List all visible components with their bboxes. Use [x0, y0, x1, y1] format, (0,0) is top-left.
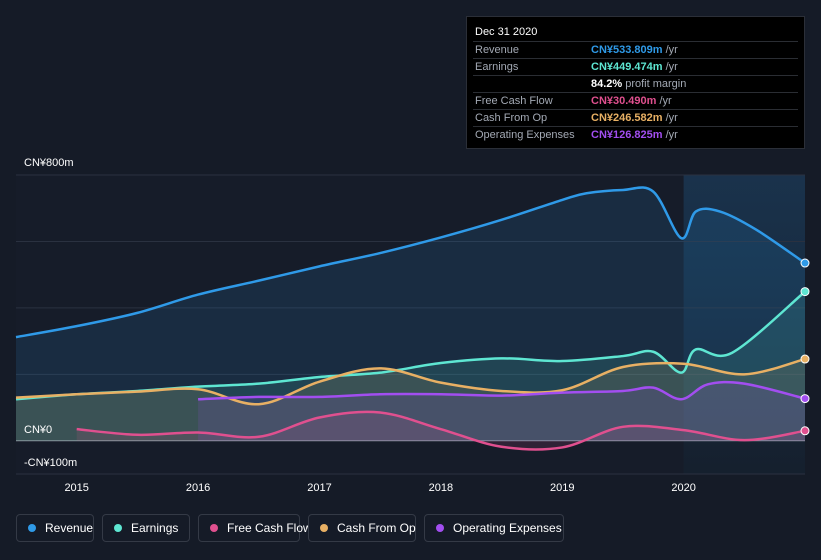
tooltip-row-unit: /yr: [665, 61, 678, 73]
x-tick-label: 2018: [429, 482, 453, 494]
free-cash-flow-line: [76, 410, 806, 451]
earnings-area: [16, 291, 805, 441]
operating-expenses-line: [198, 380, 806, 401]
legend-item-revenue[interactable]: Revenue: [16, 514, 94, 542]
legend-item-operating-expenses[interactable]: Operating Expenses: [424, 514, 564, 542]
tooltip-row-unit: /yr: [665, 44, 678, 56]
free-cash-flow-area: [76, 411, 805, 450]
tooltip-row-label: Cash From Op: [475, 112, 548, 124]
tooltip-row-label: Revenue: [475, 44, 520, 56]
legend-dot-icon: [210, 524, 218, 532]
tooltip-row-unit: /yr: [665, 112, 678, 124]
tooltip-row-operating-expenses: Operating Expenses CN¥126.825m/yr: [473, 126, 798, 142]
x-tick-label: 2017: [307, 482, 331, 494]
tooltip-row-unit: profit margin: [625, 78, 687, 90]
tooltip-row-value: CN¥533.809m/yr: [591, 44, 678, 56]
tooltip-row-unit: /yr: [659, 95, 672, 107]
x-tick-label: 2019: [550, 482, 574, 494]
y-axis-bottom-label: -CN¥100m: [24, 457, 77, 469]
cash-from-op-area: [16, 359, 805, 441]
tooltip-row-value: CN¥126.825m/yr: [591, 129, 678, 141]
tooltip-panel: Dec 31 2020 Revenue CN¥533.809m/yr Earning…: [466, 16, 805, 149]
legend-label: Revenue: [45, 521, 94, 535]
x-tick-label: 2016: [186, 482, 210, 494]
tooltip-row-value: CN¥246.582m/yr: [591, 112, 678, 124]
legend-item-free-cash-flow[interactable]: Free Cash Flow: [198, 514, 312, 542]
legend-label: Free Cash Flow: [227, 521, 312, 535]
tooltip-row-label: Operating Expenses: [475, 129, 575, 141]
x-tick-label: 2015: [64, 482, 88, 494]
legend-label: Cash From Op: [337, 521, 416, 535]
tooltip-row-value: 84.2% profit margin: [591, 78, 687, 90]
earnings-end-point[interactable]: [800, 287, 810, 297]
legend-item-cash-from-op[interactable]: Cash From Op: [308, 514, 416, 542]
tooltip-row-revenue: Revenue CN¥533.809m/yr: [473, 41, 798, 57]
tooltip-row-value: CN¥449.474m/yr: [591, 61, 678, 73]
legend-dot-icon: [114, 524, 122, 532]
legend-label: Operating Expenses: [453, 521, 562, 535]
highlight-band: [683, 175, 805, 474]
revenue-area: [16, 187, 805, 441]
tooltip-row-free-cash-flow: Free Cash Flow CN¥30.490m/yr: [473, 92, 798, 108]
y-axis-top-label: CN¥800m: [24, 157, 74, 169]
legend-dot-icon: [436, 524, 444, 532]
legend-label: Earnings: [131, 521, 179, 535]
tooltip-row-value: CN¥30.490m/yr: [591, 95, 672, 107]
legend-item-earnings[interactable]: Earnings: [102, 514, 190, 542]
x-tick-label: 2020: [671, 482, 695, 494]
legend-dot-icon: [28, 524, 36, 532]
revenue-line: [15, 186, 806, 339]
operating-expenses-end-point[interactable]: [800, 394, 810, 404]
tooltip-date: Dec 31 2020: [475, 26, 538, 38]
cash-from-op-line: [15, 357, 806, 406]
tooltip-row-label: Free Cash Flow: [475, 95, 553, 107]
tooltip-row-profit-margin: 84.2% profit margin: [473, 75, 798, 91]
tooltip-row-unit: /yr: [665, 129, 678, 141]
tooltip-row-earnings: Earnings CN¥449.474m/yr: [473, 58, 798, 74]
tooltip-row-label: Earnings: [475, 61, 519, 73]
tooltip-row-cash-from-op: Cash From Op CN¥246.582m/yr: [473, 109, 798, 125]
free-cash-flow-end-point[interactable]: [800, 426, 810, 436]
revenue-end-point[interactable]: [800, 258, 810, 268]
y-axis-zero-label: CN¥0: [24, 424, 52, 436]
legend-dot-icon: [320, 524, 328, 532]
cash-from-op-end-point[interactable]: [800, 354, 810, 364]
